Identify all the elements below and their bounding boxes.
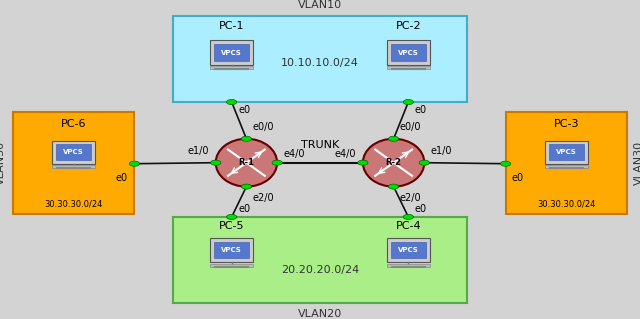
Bar (391, 242, 426, 258)
Text: e1/0: e1/0 (431, 146, 452, 156)
Text: VPCS: VPCS (221, 49, 242, 56)
Text: VPCS: VPCS (398, 247, 419, 253)
Bar (387, 66, 430, 69)
Text: TRUNK: TRUNK (301, 140, 339, 150)
Bar (506, 112, 627, 214)
Circle shape (358, 160, 368, 165)
Text: e0: e0 (238, 105, 250, 115)
Bar (391, 44, 426, 61)
Text: PC-4: PC-4 (396, 220, 421, 231)
Bar (387, 238, 430, 263)
Ellipse shape (363, 139, 424, 187)
Bar (52, 141, 95, 164)
Bar (387, 40, 430, 65)
Text: R-2: R-2 (385, 158, 402, 167)
Text: PC-6: PC-6 (61, 119, 86, 129)
Text: e0/0: e0/0 (400, 122, 422, 132)
Text: e2/0: e2/0 (253, 193, 275, 203)
Bar (545, 141, 588, 164)
Circle shape (211, 160, 221, 165)
Bar (52, 165, 95, 168)
Bar (214, 44, 249, 61)
Text: 30.30.30.0/24: 30.30.30.0/24 (44, 199, 103, 208)
Circle shape (403, 214, 413, 219)
Bar (387, 264, 430, 267)
Text: VPCS: VPCS (221, 247, 242, 253)
Text: 30.30.30.0/24: 30.30.30.0/24 (537, 199, 596, 208)
Bar (549, 145, 584, 160)
Circle shape (129, 161, 140, 166)
Bar (56, 145, 91, 160)
Text: PC-5: PC-5 (219, 220, 244, 231)
Bar (173, 217, 467, 303)
Circle shape (241, 136, 252, 141)
Bar (210, 264, 253, 267)
Text: PC-1: PC-1 (219, 21, 244, 31)
Circle shape (241, 184, 252, 189)
Text: PC-2: PC-2 (396, 21, 421, 31)
Bar (173, 16, 467, 102)
Text: VLAN10: VLAN10 (298, 0, 342, 10)
Bar (210, 40, 253, 65)
Bar (210, 238, 253, 263)
Text: R-1: R-1 (239, 158, 255, 167)
Circle shape (500, 161, 511, 166)
Text: VPCS: VPCS (556, 149, 577, 155)
Circle shape (227, 214, 237, 219)
Circle shape (388, 136, 399, 141)
Circle shape (403, 100, 413, 105)
Circle shape (388, 184, 399, 189)
Text: VPCS: VPCS (398, 49, 419, 56)
Text: VPCS: VPCS (63, 149, 84, 155)
Text: e2/0: e2/0 (400, 193, 422, 203)
Circle shape (272, 160, 282, 165)
Text: e4/0: e4/0 (335, 150, 356, 160)
Text: e0/0: e0/0 (253, 122, 275, 132)
Text: e4/0: e4/0 (284, 150, 305, 160)
Text: VLAN20: VLAN20 (298, 309, 342, 319)
Text: e0: e0 (415, 204, 427, 214)
Text: 10.10.10.0/24: 10.10.10.0/24 (281, 58, 359, 68)
Bar (214, 242, 249, 258)
Circle shape (419, 160, 429, 165)
Text: e0: e0 (238, 204, 250, 214)
Text: PC-3: PC-3 (554, 119, 579, 129)
Text: e1/0: e1/0 (188, 146, 209, 156)
Text: e0: e0 (116, 173, 128, 183)
Text: e0: e0 (512, 173, 524, 183)
Text: VLAN30: VLAN30 (0, 141, 6, 185)
Bar (210, 66, 253, 69)
Ellipse shape (216, 139, 277, 187)
Bar (13, 112, 134, 214)
Bar (545, 165, 588, 168)
Text: e0: e0 (415, 105, 427, 115)
Text: VLAN30: VLAN30 (634, 141, 640, 185)
Circle shape (227, 100, 237, 105)
Text: 20.20.20.0/24: 20.20.20.0/24 (281, 265, 359, 275)
